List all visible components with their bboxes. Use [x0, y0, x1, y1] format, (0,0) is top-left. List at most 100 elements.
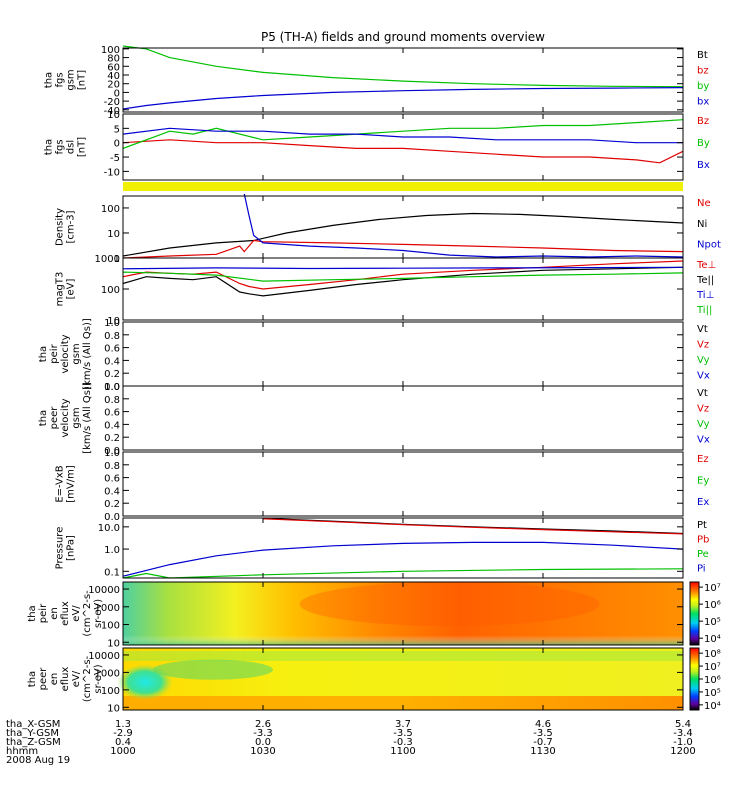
colorbar [689, 581, 700, 646]
panel-frame-peer_en_eflux [122, 647, 684, 711]
legend-Ne: Ne [697, 198, 711, 209]
y-tick-label: 0.1 [104, 567, 120, 578]
y-tick-label: 1.0 [104, 382, 120, 393]
series-Npot [243, 193, 684, 258]
y-axis-label: gsm [66, 69, 77, 90]
y-axis-label: [nT] [77, 70, 88, 90]
y-tick-label: 100 [101, 686, 120, 697]
y-tick-label: 0.4 [104, 420, 120, 431]
y-axis-label: eflux [60, 601, 71, 626]
y-tick-label: 10 [107, 703, 120, 714]
y-axis-label: eV/ [71, 605, 82, 622]
y-tick-label: 80 [107, 54, 120, 65]
series-Pi [122, 541, 684, 577]
legend-Ti⊥: Ti⊥ [696, 290, 714, 301]
series-Ti⊥ [122, 266, 684, 270]
y-axis-label: peer [49, 406, 60, 430]
y-tick-label: 1000 [95, 254, 120, 265]
y-tick-label: -5 [110, 153, 120, 164]
y-tick-label: -10 [104, 167, 120, 178]
y-tick-label: 10 [107, 316, 120, 327]
y-axis-label: Pressure [55, 527, 66, 570]
y-axis-label: Density [55, 208, 66, 246]
y-axis-label: tha [44, 72, 55, 88]
legend-Bz: Bz [697, 116, 709, 127]
series-Pb [262, 518, 684, 535]
y-axis-label: peir [38, 603, 49, 623]
legend-Vx: Vx [697, 435, 710, 446]
y-tick-label: 60 [107, 62, 120, 73]
legend-Npot: Npot [697, 240, 721, 251]
y-axis-label: gsm [71, 407, 82, 428]
y-tick-label: 10000 [88, 651, 120, 662]
y-tick-label: 1 [114, 254, 120, 265]
y-tick-label: 0 [114, 88, 120, 99]
colorbar-label: 10⁸ [704, 649, 721, 660]
xaxis-value: 1100 [390, 746, 415, 757]
y-tick-label: 5 [114, 124, 120, 135]
colorbar-label: 10⁷ [704, 583, 721, 594]
legend-Ez: Ez [697, 454, 709, 465]
legend-Vx: Vx [697, 371, 710, 382]
y-axis-label: tha [38, 346, 49, 362]
xaxis-row-label: tha_Y-GSM [6, 728, 59, 739]
y-tick-label: 100 [101, 45, 120, 56]
y-tick-label: 10 [107, 229, 120, 240]
y-tick-label: 0.8 [104, 461, 120, 472]
y-tick-label: 0 [114, 139, 120, 150]
legend-Bx: Bx [697, 160, 710, 171]
xaxis-value: -2.9 [113, 728, 133, 739]
legend-Vt: Vt [697, 388, 708, 399]
y-tick-label: 0.6 [104, 408, 120, 419]
legend-By: By [697, 138, 710, 149]
y-tick-label: 0.0 [104, 446, 120, 457]
xaxis-value: -1.0 [673, 737, 693, 748]
y-tick-label: 20 [107, 80, 120, 91]
spectrogram-peir-lowband [123, 582, 683, 645]
colorbar-label: 10⁶ [704, 675, 721, 686]
y-axis-label: tha [27, 671, 38, 687]
y-tick-label: 10 [107, 110, 120, 121]
xaxis-value: 5.4 [675, 719, 691, 730]
y-tick-label: 0.0 [104, 512, 120, 523]
y-axis-label: gsm [71, 343, 82, 364]
xaxis-value: 0.0 [255, 737, 271, 748]
xaxis-value: 1030 [250, 746, 275, 757]
legend-Ti||: Ti|| [696, 305, 712, 316]
y-axis-label: dsl [66, 140, 77, 154]
y-tick-label: 0.6 [104, 344, 120, 355]
y-tick-label: 1000 [95, 603, 120, 614]
y-tick-label: 1.0 [104, 545, 120, 556]
y-axis-label: [km/s (All Qs)] [82, 382, 93, 454]
y-axis-label: eV/ [71, 670, 82, 687]
xaxis-date: 2008 Aug 19 [6, 755, 70, 766]
y-axis-label: tha [27, 605, 38, 621]
y-tick-label: 10.0 [98, 523, 120, 534]
legend-Vy: Vy [697, 355, 710, 366]
spectrogram-peir-peak [299, 582, 600, 627]
spectrogram-peer-topband [123, 651, 683, 661]
legend-by: by [697, 81, 709, 92]
y-tick-label: 0.6 [104, 474, 120, 485]
series-Bz [122, 139, 684, 164]
y-tick-label: 100 [101, 204, 120, 215]
panel-frame-peir_en_eflux [122, 581, 684, 646]
y-tick-label: 0.8 [104, 395, 120, 406]
colorbar-label: 10⁷ [704, 662, 721, 673]
legend-Pb: Pb [697, 534, 709, 545]
colorbar-label: 10⁵ [704, 617, 721, 628]
series-Bx [122, 127, 683, 144]
y-tick-label: 0.0 [104, 382, 120, 393]
legend-Vy: Vy [697, 419, 710, 430]
y-tick-label: 1.0 [104, 448, 120, 459]
xaxis-value: -3.3 [253, 728, 273, 739]
series-Ti|| [122, 271, 684, 282]
y-tick-label: -20 [104, 97, 120, 108]
y-axis-label: en [49, 673, 60, 686]
legend-Pi: Pi [697, 563, 706, 574]
panel-frame-efield [122, 451, 684, 517]
colorbar-label: 10⁵ [704, 688, 721, 699]
y-axis-label: [nT] [77, 137, 88, 157]
y-axis-label: [km/s (All Qs)] [82, 318, 93, 390]
